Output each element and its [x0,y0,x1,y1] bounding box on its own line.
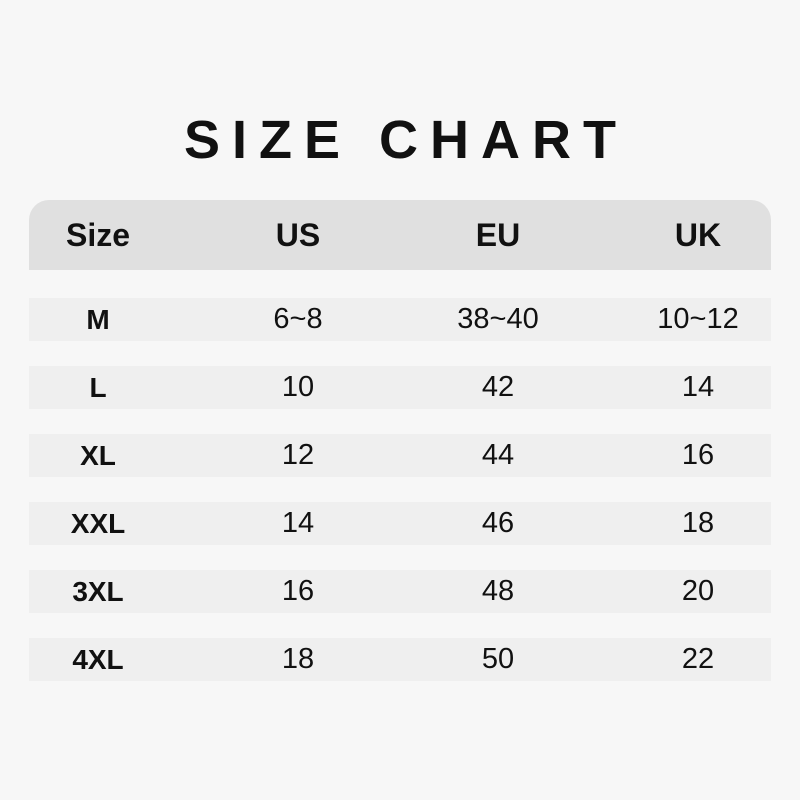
cell-us: 16 [281,575,315,607]
table-row: 4XL 18 50 22 [29,638,771,681]
cell-size: M [86,303,110,335]
header-us: US [275,216,321,253]
table-header: Size US EU UK [29,200,771,270]
cell-us: 18 [281,643,315,675]
cell-size: 4XL [72,643,124,675]
table-row: 3XL 16 48 20 [29,570,771,613]
cell-uk: 10~12 [657,303,739,335]
cell-eu: 48 [481,575,515,607]
cell-uk: 22 [681,643,715,675]
cell-eu: 38~40 [457,303,539,335]
cell-size: XL [80,439,116,471]
cell-eu: 46 [481,507,515,539]
header-uk: UK [674,216,722,253]
table-row: M 6~8 38~40 10~12 [29,298,771,341]
cell-uk: 18 [681,507,715,539]
cell-uk: 14 [681,371,715,403]
cell-us: 14 [281,507,315,539]
cell-us: 6~8 [273,303,323,335]
cell-uk: 20 [681,575,715,607]
cell-us: 10 [281,371,315,403]
cell-uk: 16 [681,439,715,471]
cell-size: XXL [70,507,126,539]
header-eu: EU [475,216,521,253]
table-row: XL 12 44 16 [29,434,771,477]
cell-eu: 50 [481,643,515,675]
header-size: Size [65,216,131,253]
table-row: L 10 42 14 [29,366,771,409]
cell-size: 3XL [72,575,124,607]
cell-size: L [89,371,107,403]
page-title: SIZE CHART [184,110,628,170]
cell-us: 12 [281,439,315,471]
cell-eu: 42 [481,371,515,403]
cell-eu: 44 [481,439,515,471]
table-row: XXL 14 46 18 [29,502,771,545]
